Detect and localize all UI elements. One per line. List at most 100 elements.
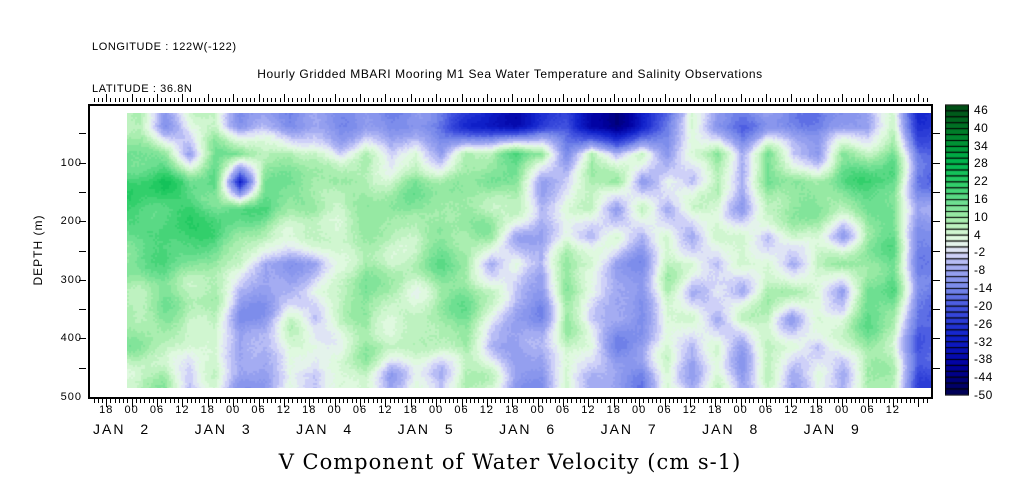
axis-tick	[808, 399, 809, 403]
axis-tick	[119, 98, 120, 102]
axis-tick	[933, 163, 940, 164]
xaxis-hour-label: 06	[860, 404, 875, 416]
axis-tick	[533, 399, 534, 403]
axis-tick	[838, 98, 839, 102]
axis-tick	[275, 98, 276, 102]
axis-tick	[462, 399, 463, 407]
axis-tick	[246, 98, 247, 102]
axis-tick	[165, 98, 166, 102]
axis-tick	[187, 399, 188, 403]
axis-tick	[364, 399, 365, 403]
axis-tick	[749, 399, 750, 403]
axis-tick	[466, 399, 467, 403]
axis-tick	[711, 98, 712, 102]
xaxis-hour-label: 18	[505, 404, 520, 416]
xaxis-hour-label: 00	[327, 404, 342, 416]
axis-tick	[305, 399, 306, 403]
colorbar-tick-label: -26	[974, 316, 993, 331]
axis-tick	[500, 399, 501, 403]
axis-tick	[411, 94, 412, 102]
axis-tick	[280, 98, 281, 102]
axis-tick	[478, 98, 479, 102]
axis-tick	[897, 98, 898, 102]
axis-tick	[123, 399, 124, 403]
axis-tick	[347, 98, 348, 102]
axis-tick	[343, 98, 344, 102]
axis-tick	[525, 399, 526, 403]
axis-tick	[157, 94, 158, 102]
xaxis-hour-label: 12	[581, 404, 596, 416]
axis-tick	[669, 98, 670, 102]
axis-tick	[398, 98, 399, 102]
axis-tick	[419, 98, 420, 102]
axis-tick	[648, 399, 649, 403]
axis-tick	[178, 399, 179, 403]
axis-tick	[110, 399, 111, 403]
axis-tick	[512, 399, 513, 407]
axis-tick	[288, 98, 289, 102]
axis-tick	[889, 98, 890, 102]
axis-tick	[102, 98, 103, 102]
axis-tick	[330, 399, 331, 403]
axis-tick	[808, 98, 809, 102]
axis-tick	[237, 98, 238, 102]
axis-tick	[851, 98, 852, 102]
axis-tick	[571, 399, 572, 403]
axis-tick	[174, 399, 175, 403]
axis-tick	[694, 98, 695, 102]
axis-tick	[136, 399, 137, 403]
axis-tick	[428, 98, 429, 102]
axis-tick	[673, 98, 674, 102]
axis-tick	[914, 98, 915, 102]
axis-tick	[98, 98, 99, 102]
axis-tick	[390, 399, 391, 403]
axis-tick	[487, 94, 488, 102]
axis-tick	[825, 98, 826, 102]
xaxis-hour-label: 18	[99, 404, 114, 416]
axis-tick	[673, 399, 674, 403]
axis-tick	[597, 98, 598, 102]
axis-tick	[216, 98, 217, 102]
axis-tick	[889, 399, 890, 403]
yaxis-tick-label: 300	[60, 273, 82, 286]
axis-tick	[910, 98, 911, 102]
axis-tick	[149, 399, 150, 403]
axis-tick	[588, 94, 589, 102]
axis-tick	[686, 98, 687, 102]
axis-tick	[753, 98, 754, 102]
axis-tick	[115, 399, 116, 403]
metadata-latitude: LATITUDE : 36.8N	[92, 83, 193, 95]
axis-tick	[813, 98, 814, 102]
axis-tick	[783, 399, 784, 403]
axis-tick	[187, 98, 188, 102]
axis-tick	[601, 399, 602, 403]
axis-tick	[204, 399, 205, 403]
heatmap-canvas	[127, 113, 931, 388]
axis-tick	[440, 399, 441, 403]
axis-tick	[309, 94, 310, 102]
axis-tick	[779, 98, 780, 102]
axis-tick	[127, 98, 128, 102]
axis-tick	[102, 399, 103, 403]
axis-tick	[423, 98, 424, 102]
axis-tick	[356, 399, 357, 403]
yaxis-tick-label: 100	[60, 156, 82, 169]
axis-tick	[191, 399, 192, 403]
axis-tick	[402, 399, 403, 403]
axis-tick	[618, 399, 619, 403]
axis-tick	[335, 94, 336, 102]
axis-tick	[876, 399, 877, 403]
colorbar-tick-label: -14	[974, 281, 993, 296]
axis-tick	[79, 133, 86, 134]
axis-tick	[204, 98, 205, 102]
axis-tick	[732, 399, 733, 403]
axis-tick	[140, 98, 141, 102]
axis-tick	[897, 399, 898, 403]
xaxis-hour-label: 12	[885, 404, 901, 416]
xaxis-hour-label: 06	[454, 404, 469, 416]
axis-tick	[478, 399, 479, 403]
axis-tick	[933, 368, 940, 369]
axis-tick	[483, 98, 484, 102]
axis-tick	[356, 98, 357, 102]
axis-tick	[846, 399, 847, 403]
